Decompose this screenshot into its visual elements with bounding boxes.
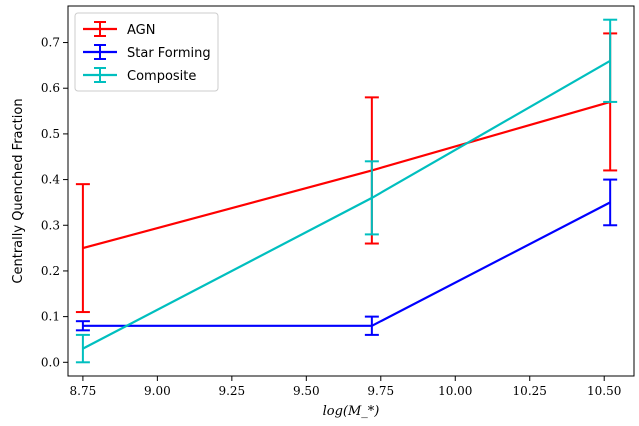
legend-entries: AGN Star Forming Composite bbox=[83, 21, 211, 84]
legend-label-agn: AGN bbox=[127, 23, 155, 38]
x-tick-label: 9.50 bbox=[293, 384, 320, 398]
y-tick-label: 0.5 bbox=[41, 127, 60, 141]
legend: AGN Star Forming Composite bbox=[74, 12, 219, 92]
x-tick-label: 10.50 bbox=[587, 384, 621, 398]
legend-label-star-forming: Star Forming bbox=[127, 46, 211, 61]
y-tick-label: 0.7 bbox=[41, 36, 60, 50]
series-group bbox=[75, 18, 618, 364]
y-axis-label: Centrally Quenched Fraction bbox=[11, 98, 26, 283]
y-tick-label: 0.3 bbox=[41, 218, 60, 232]
legend-box bbox=[74, 12, 219, 92]
plot-area bbox=[67, 5, 635, 377]
x-tick-label: 9.00 bbox=[144, 384, 171, 398]
x-tick-label: 10.00 bbox=[438, 384, 472, 398]
axis-ticks: 8.75 9.00 9.25 9.50 9.75 10.00 10.25 10.50 0.0 0.… bbox=[41, 36, 621, 398]
x-tick-label: 8.75 bbox=[70, 384, 97, 398]
x-axis-label: log(M_*) bbox=[323, 404, 380, 419]
x-tick-label: 10.25 bbox=[513, 384, 547, 398]
series-line-composite bbox=[82, 59, 611, 350]
y-tick-label: 0.1 bbox=[41, 310, 60, 324]
series-line-agn bbox=[82, 100, 611, 250]
plot-frame bbox=[67, 5, 635, 377]
x-tick-label: 9.25 bbox=[218, 384, 245, 398]
legend-label-composite: Composite bbox=[127, 69, 196, 84]
x-tick-label: 9.75 bbox=[367, 384, 394, 398]
y-tick-label: 0.4 bbox=[41, 173, 60, 187]
y-tick-label: 0.0 bbox=[41, 355, 60, 369]
y-tick-label: 0.6 bbox=[41, 81, 60, 95]
y-tick-label: 0.2 bbox=[41, 264, 60, 278]
